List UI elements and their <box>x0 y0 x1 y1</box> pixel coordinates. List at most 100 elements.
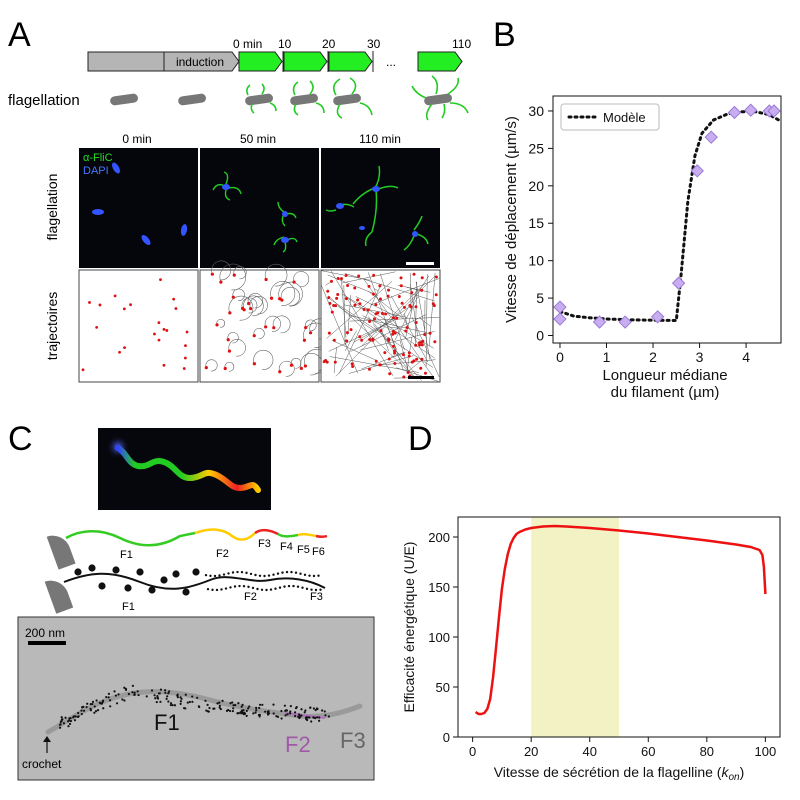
scale-bar <box>406 262 434 265</box>
gold-particle <box>115 702 119 705</box>
cell-dot <box>372 317 376 321</box>
cell-dot <box>247 301 251 306</box>
gold-particle <box>86 702 89 705</box>
gold-particle <box>121 698 124 701</box>
cell-dot <box>393 331 397 335</box>
gold-particle <box>107 696 110 699</box>
gold-particle <box>300 714 303 717</box>
gold-particle <box>58 726 62 729</box>
gold-particle <box>232 707 235 710</box>
cell-dot <box>157 338 161 342</box>
gold-particle <box>179 700 183 703</box>
cell-dot <box>118 350 121 354</box>
gold-particle <box>62 722 66 725</box>
cell-dot <box>88 301 91 304</box>
trajectory-line <box>338 283 382 374</box>
gold-particle <box>289 710 292 713</box>
cell-dot <box>219 280 223 284</box>
gold-particle <box>95 699 98 702</box>
cell-dot <box>129 303 132 307</box>
gold-particle <box>323 710 326 713</box>
gold-particle <box>267 574 271 577</box>
cell-dot <box>113 294 117 298</box>
gold-particle <box>218 704 221 707</box>
gold-particle <box>72 716 75 719</box>
gold-particle <box>228 709 232 713</box>
legend-label: Modèle <box>603 110 646 125</box>
timeline: induction 0 min 10 20 30 ... 110 <box>87 37 471 72</box>
x-tick-label: 1 <box>603 349 611 365</box>
cell-dot <box>303 364 308 368</box>
cell-dot <box>360 338 364 342</box>
cell-dot <box>328 301 332 305</box>
gold-particle <box>160 576 168 584</box>
trajectory-line <box>264 263 288 287</box>
gold-particle <box>278 586 282 589</box>
segment-label-f6: F6 <box>312 546 325 558</box>
y-tick-label: 25 <box>528 140 544 156</box>
y-tick-label: 5 <box>536 290 544 306</box>
gold-particle <box>254 711 257 714</box>
gold-particle <box>184 693 187 696</box>
flagellation-row-label: flagellation <box>8 92 80 109</box>
gold-particle <box>234 704 237 707</box>
gold-particle <box>171 704 174 707</box>
cell-dot <box>336 293 340 297</box>
trajectory-line <box>380 273 405 351</box>
cell-dot <box>353 303 357 307</box>
cell-dot <box>333 360 337 364</box>
gold-particle <box>247 707 250 710</box>
trajectory-line <box>361 282 426 347</box>
gold-particle <box>327 715 330 718</box>
trajectory-line <box>341 293 434 349</box>
cell-dot <box>406 370 410 374</box>
bacterium-flagellated-icon <box>411 75 469 121</box>
cell-dot <box>434 293 438 297</box>
gold-particle <box>136 568 144 576</box>
panel-c: C F1 F2 F3 F4 F5 F6 F1 F <box>8 420 375 781</box>
cell-dot <box>289 363 294 367</box>
gold-particle <box>304 709 307 712</box>
trajectory-line <box>414 281 418 344</box>
gold-particle <box>113 690 116 693</box>
gold-particle <box>96 709 100 712</box>
data-point <box>618 315 632 329</box>
trajectory-line <box>368 272 404 371</box>
gold-particle <box>245 709 248 713</box>
gold-particle <box>241 703 244 706</box>
cell-dot <box>227 349 232 353</box>
x-tick-label: 40 <box>582 744 596 759</box>
gold-particle <box>258 713 262 716</box>
cell-dot <box>404 329 408 333</box>
cell-dot <box>357 274 361 278</box>
gold-particle <box>99 701 102 704</box>
gold-particle <box>261 703 264 706</box>
y-tick-label: 30 <box>528 103 544 119</box>
cell-dot <box>157 321 161 325</box>
gold-particle <box>312 574 316 578</box>
x-tick-label: 0 <box>556 349 564 365</box>
flagellation-cartoon-row: flagellation <box>8 75 469 121</box>
cell-dot <box>327 331 331 335</box>
gold-particle <box>319 588 322 591</box>
gold-particle <box>206 710 209 713</box>
gold-particle <box>317 574 320 577</box>
cell-dot <box>185 330 189 334</box>
gold-particle <box>196 696 199 699</box>
data-point <box>553 312 567 326</box>
gold-particle <box>220 588 223 591</box>
segment-label-f1-bottom: F1 <box>122 601 135 613</box>
cell-dot <box>174 307 178 310</box>
gold-particle <box>165 697 168 700</box>
x-tick-label: 0 <box>469 744 476 759</box>
gold-particle <box>61 718 64 721</box>
cell-dot <box>387 357 391 361</box>
cell-dot <box>420 340 424 344</box>
gold-particle <box>216 702 219 705</box>
gold-particle <box>294 571 298 574</box>
cell-dot <box>226 338 230 342</box>
optimal-range-band <box>531 517 619 737</box>
gold-particle <box>155 700 158 704</box>
trajectory-line <box>372 359 436 367</box>
cell-dot <box>401 353 405 357</box>
